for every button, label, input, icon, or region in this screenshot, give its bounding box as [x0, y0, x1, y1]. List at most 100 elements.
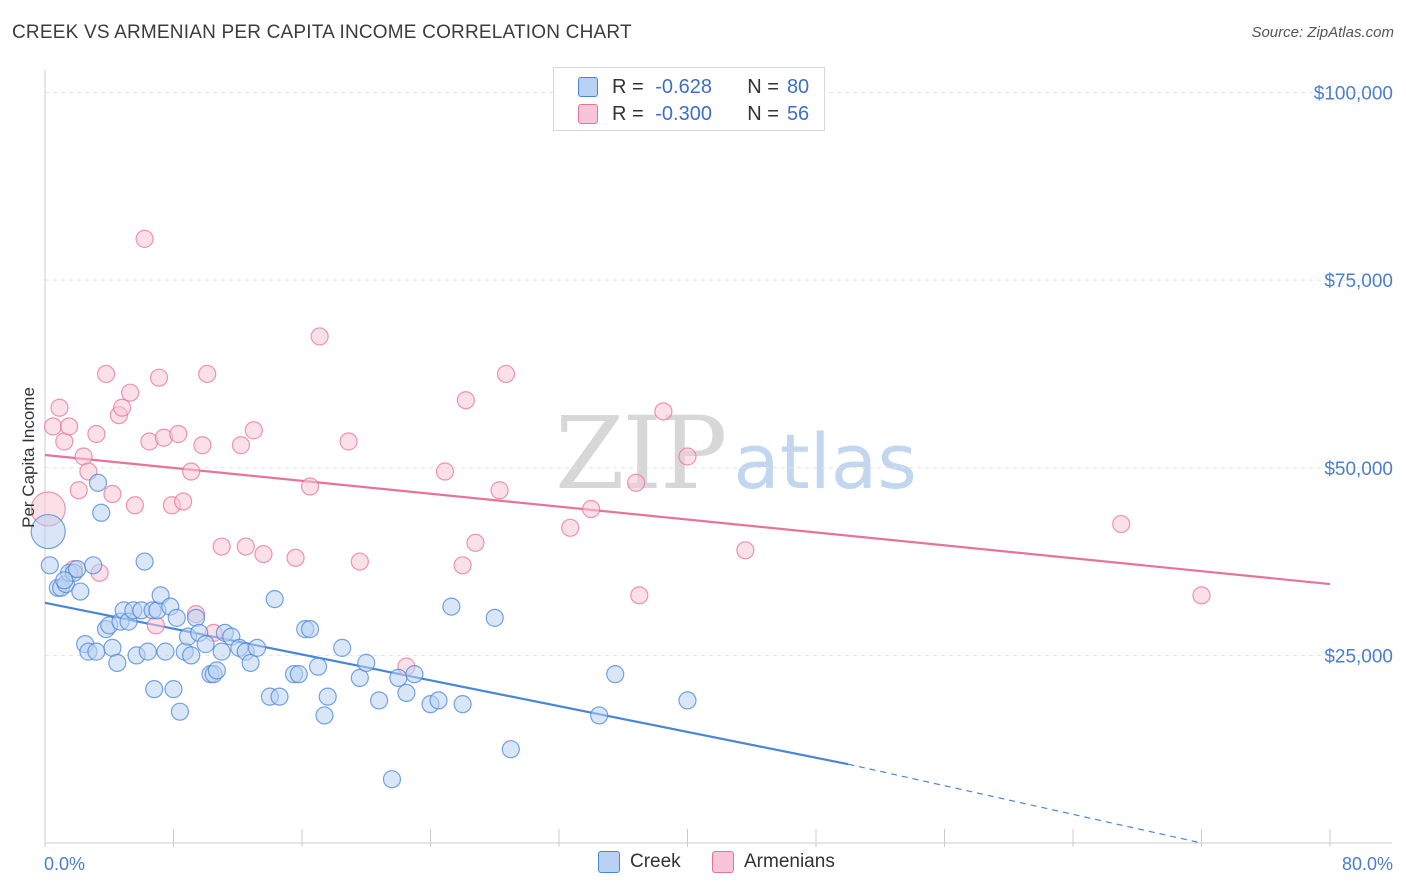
armenians-point	[310, 327, 329, 346]
creek-point	[405, 665, 424, 684]
armenians-point	[286, 548, 305, 567]
creek-point	[84, 556, 103, 575]
y-tick-label: $75,000	[1324, 271, 1393, 292]
trend-lines	[44, 453, 1331, 844]
legend-n-value: 56	[786, 102, 810, 125]
creek-point	[270, 687, 289, 706]
y-tick-label: $100,000	[1314, 84, 1393, 105]
creek-label: Creek	[630, 851, 681, 872]
armenians-point	[112, 398, 132, 417]
armenians-point	[174, 492, 193, 511]
creek-point	[108, 653, 127, 672]
armenians-point	[146, 616, 165, 635]
armenians-point	[236, 537, 255, 556]
armenians-points	[30, 229, 1211, 676]
armenians-point	[193, 436, 212, 455]
creek-point	[453, 695, 472, 714]
armenians-point	[103, 484, 122, 504]
armenians-point	[435, 462, 455, 481]
creek-point	[207, 661, 226, 680]
creek-swatch	[598, 851, 620, 873]
creek-point	[318, 687, 337, 706]
armenians-swatch	[578, 104, 598, 124]
armenians-point	[50, 398, 69, 417]
armenians-point	[736, 541, 755, 560]
creek-point	[370, 691, 389, 710]
armenians-point	[339, 432, 358, 451]
y-axis-label: Per Capita Income	[19, 387, 38, 528]
armenians-point	[135, 229, 154, 248]
creek-trend-extension	[847, 763, 1202, 844]
armenians-point	[231, 436, 251, 455]
armenians-point	[182, 462, 201, 481]
creek-point	[678, 691, 697, 710]
creek-point	[485, 608, 504, 627]
creek-point	[442, 597, 461, 616]
armenians-point	[630, 586, 649, 605]
bottom-legend-creek: Creek	[598, 851, 681, 873]
creek-point	[87, 642, 106, 661]
armenians-point	[456, 391, 475, 410]
creek-swatch	[578, 77, 598, 97]
armenians-point	[69, 481, 88, 500]
creek-point	[382, 770, 402, 789]
y-tick-label: $50,000	[1324, 459, 1393, 480]
creek-point	[389, 668, 408, 687]
creek-point	[315, 706, 334, 725]
chart-title: CREEK VS ARMENIAN PER CAPITA INCOME CORR…	[12, 22, 632, 43]
armenians-point	[1192, 586, 1211, 605]
legend-n-value: 80	[786, 75, 810, 98]
armenians-point	[466, 533, 485, 552]
creek-point	[308, 657, 328, 676]
creek-point	[350, 668, 369, 687]
armenians-point	[496, 364, 516, 384]
armenians-point	[43, 417, 63, 436]
armenians-point	[1112, 514, 1131, 534]
creek-point	[103, 638, 122, 657]
bottom-legend-armenians: Armenians	[712, 851, 835, 873]
armenians-point	[582, 499, 601, 519]
creek-point	[397, 683, 416, 703]
armenians-point	[169, 424, 188, 444]
creek-point	[182, 646, 201, 665]
armenians-point	[212, 537, 231, 556]
creek-point	[300, 620, 320, 639]
creek-point	[186, 608, 206, 627]
creek-point	[30, 513, 66, 550]
legend-row-creek: R = -0.628 N = 80	[578, 74, 809, 100]
creek-point	[590, 706, 609, 725]
legend-r-label: R =	[612, 75, 644, 98]
armenians-point	[74, 447, 93, 466]
axes	[44, 70, 1392, 847]
creek-point	[333, 638, 352, 657]
armenians-point	[125, 496, 145, 515]
chart-source: Source: ZipAtlas.com	[1251, 24, 1394, 41]
armenians-point	[59, 417, 79, 436]
legend-row-armenians: R = -0.300 N = 56	[578, 101, 809, 127]
armenians-point	[87, 424, 106, 444]
armenians-point	[654, 402, 673, 421]
creek-point	[357, 653, 376, 672]
creek-point	[40, 556, 59, 575]
creek-point	[247, 638, 267, 657]
armenians-point	[244, 421, 263, 440]
armenians-point	[678, 447, 697, 466]
creek-point	[145, 680, 164, 699]
armenians-label: Armenians	[744, 851, 835, 872]
legend-r-value: -0.300	[655, 102, 712, 125]
creek-point	[170, 702, 190, 721]
creek-point	[606, 665, 625, 684]
creek-point	[88, 473, 108, 492]
armenians-trend-line	[44, 453, 1331, 586]
armenians-point	[490, 481, 509, 500]
armenians-point	[198, 364, 217, 384]
creek-point	[167, 608, 186, 627]
creek-point	[92, 503, 111, 522]
x-tick-label: 80.0%	[1342, 854, 1393, 874]
creek-point	[212, 642, 231, 661]
armenians-point	[55, 432, 74, 451]
armenians-point	[300, 477, 320, 496]
creek-point	[289, 665, 308, 684]
armenians-swatch	[712, 851, 734, 873]
armenians-point	[254, 544, 273, 564]
